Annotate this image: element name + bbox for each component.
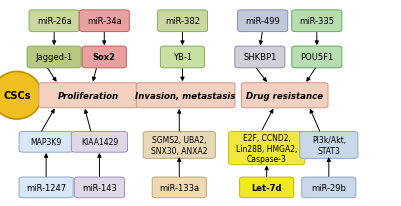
Text: miR-133a: miR-133a [159,183,199,192]
FancyBboxPatch shape [29,11,79,32]
FancyBboxPatch shape [143,132,215,159]
FancyBboxPatch shape [160,47,205,68]
FancyBboxPatch shape [302,177,356,198]
Text: SGMS2, UBA2,
SNX30, ANXA2: SGMS2, UBA2, SNX30, ANXA2 [151,136,207,155]
Text: MAP3K9: MAP3K9 [30,138,62,147]
Text: miR-499: miR-499 [245,17,280,26]
FancyBboxPatch shape [300,132,358,159]
FancyBboxPatch shape [79,11,129,32]
FancyBboxPatch shape [292,11,342,32]
Text: E2F, CCND2,
Lin28B, HMGA2,
Caspase-3: E2F, CCND2, Lin28B, HMGA2, Caspase-3 [236,133,298,163]
Text: CSCs: CSCs [3,91,30,101]
Text: miR-29b: miR-29b [312,183,346,192]
FancyBboxPatch shape [82,47,126,68]
FancyBboxPatch shape [27,47,81,68]
FancyBboxPatch shape [136,83,235,108]
Text: miR-26a: miR-26a [37,17,71,26]
FancyBboxPatch shape [152,177,206,198]
FancyBboxPatch shape [241,83,328,108]
FancyBboxPatch shape [71,132,128,152]
Text: miR-34a: miR-34a [87,17,122,26]
FancyBboxPatch shape [157,11,208,32]
FancyBboxPatch shape [229,132,305,165]
Text: Invasion, metastasis: Invasion, metastasis [136,91,236,100]
Text: Drug resistance: Drug resistance [246,91,323,100]
FancyBboxPatch shape [292,47,342,68]
FancyBboxPatch shape [74,177,124,198]
Ellipse shape [0,72,42,119]
Text: Let-7d: Let-7d [251,183,282,192]
Text: miR-143: miR-143 [82,183,117,192]
Text: POU5F1: POU5F1 [300,53,333,62]
FancyBboxPatch shape [237,11,288,32]
FancyBboxPatch shape [19,132,73,152]
Text: YB-1: YB-1 [173,53,192,62]
Text: PI3k/Akt,
STAT3: PI3k/Akt, STAT3 [312,136,346,155]
Text: Sox2: Sox2 [93,53,116,62]
Text: miR-382: miR-382 [165,17,200,26]
Text: miR-335: miR-335 [299,17,334,26]
Text: Jagged-1: Jagged-1 [36,53,73,62]
FancyBboxPatch shape [39,83,138,108]
Text: miR-1247: miR-1247 [26,183,66,192]
FancyBboxPatch shape [235,47,285,68]
Text: SHKBP1: SHKBP1 [243,53,277,62]
Text: Proliferation: Proliferation [58,91,119,100]
Text: KIAA1429: KIAA1429 [81,138,118,147]
FancyBboxPatch shape [19,177,73,198]
FancyBboxPatch shape [240,177,294,198]
